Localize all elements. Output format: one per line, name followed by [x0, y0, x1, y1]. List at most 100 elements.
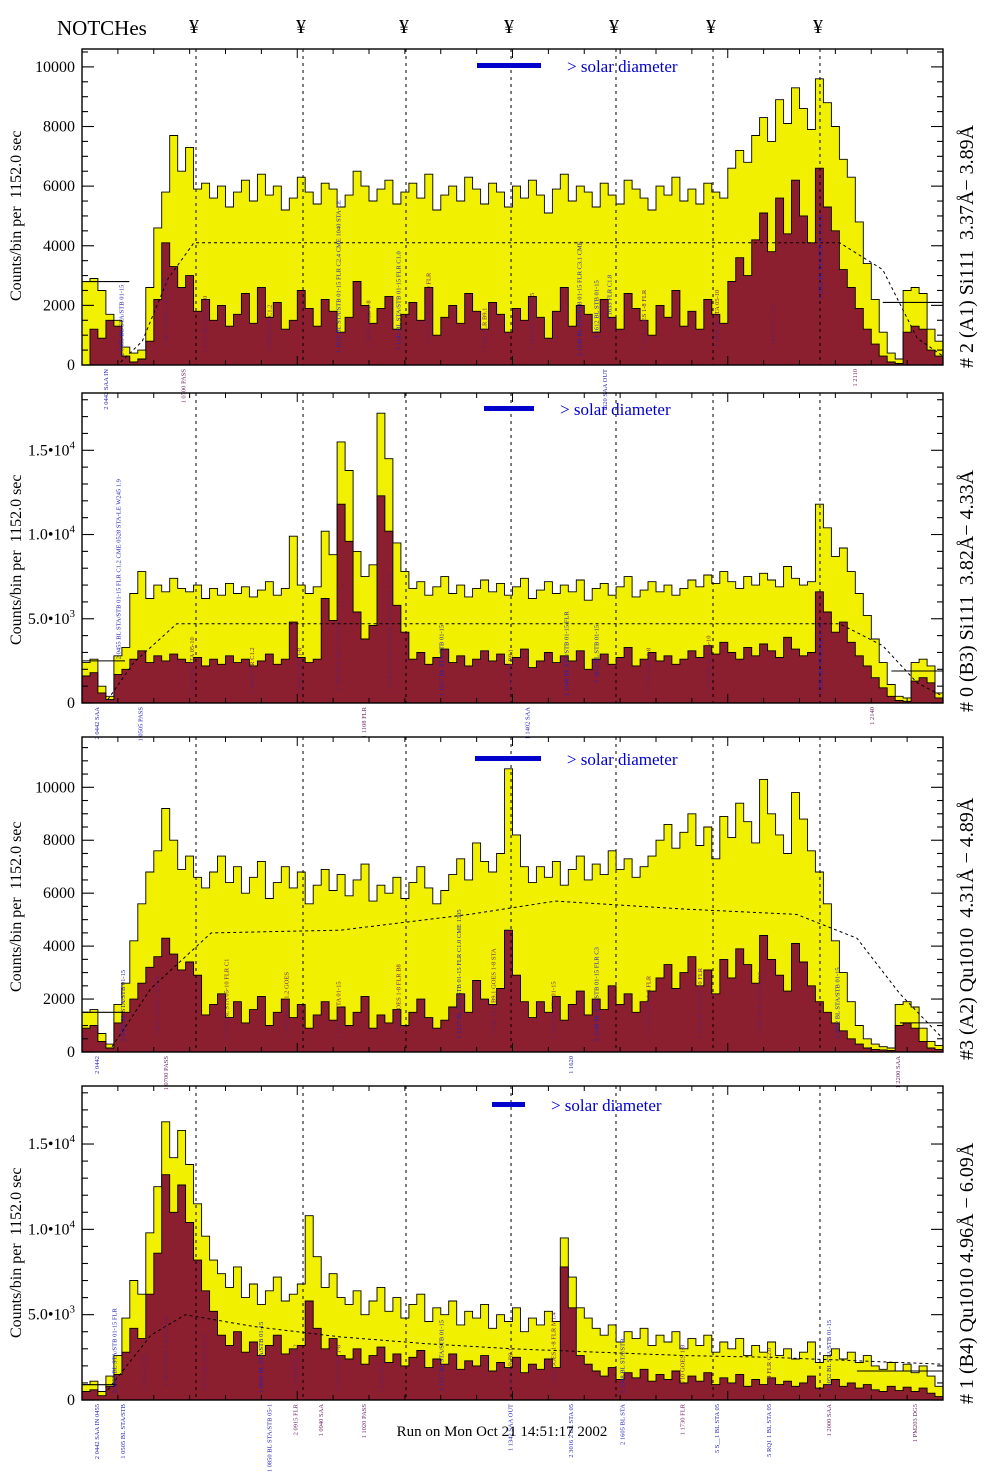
- event-annotation: 2 1830 BL STA 05-10: [714, 290, 721, 347]
- event-annotation: 1 2110: [852, 369, 859, 387]
- event-annotation: 1 0850 BL STA/STB 01-15: [258, 1322, 265, 1393]
- event-annotation: 1 1944 FLR C2.0: [766, 1348, 773, 1394]
- model-curve: [107, 1314, 944, 1391]
- panel-3-y-axis-label: Counts/bin per 1152.0 sec: [8, 821, 25, 993]
- notch-yen-icon: ¥: [296, 16, 307, 38]
- event-annotation: 1 1012 BL STA/STB 01-15 FLR C2.4 CME 104…: [335, 200, 342, 353]
- event-annotation: 1 1710 GOES 1-8 FLR: [641, 289, 648, 350]
- event-annotation: 1 0637 GOES 1-8 FLR: [155, 975, 162, 1036]
- event-annotation: 1 0700 PASS: [163, 1056, 170, 1091]
- y-tick-label: 1.0•104: [28, 1218, 76, 1238]
- event-annotation: 1 1108 FLR M2.0 GOES 1-8 STA/STB 01-15: [387, 573, 394, 693]
- model-curve: [107, 623, 944, 700]
- notch-yen-icon: ¥: [608, 16, 619, 38]
- event-annotation: 1 1058 GOES 1-8: [365, 300, 372, 347]
- y-tick-label: 2000: [43, 991, 75, 1008]
- event-annotation: 1 0712 BL STA 05-10 FLR C1: [223, 959, 230, 1039]
- model-curve: [120, 242, 944, 363]
- y-tick-label: 6000: [43, 178, 75, 195]
- event-annotation: 2 0442 SAA IN: [103, 369, 110, 410]
- event-annotation: 1 1342 FLR B9.1: [508, 649, 515, 695]
- panel-4-y-axis-label: Counts/bin per 1152.0 sec: [8, 1167, 25, 1339]
- event-annotation: 2 0850 FLR C1.2: [249, 647, 256, 693]
- event-annotation: 1 0505 PASS: [137, 707, 144, 742]
- event-annotation: 1 1612 BL STB 01-15: [594, 625, 601, 683]
- y-tick-label: 8000: [43, 119, 75, 136]
- event-annotation: 5 S__1 BL STA 05: [714, 1404, 721, 1453]
- notch-yen-icon: ¥: [706, 16, 717, 38]
- y-tick-label: 0: [67, 1044, 75, 1061]
- event-annotation: 1 1944 FLR C2.0: [770, 305, 777, 351]
- event-annotation: 1 1430 GOES 1-8 FLR M1.4: [551, 1312, 558, 1389]
- event-annotation: 1 1217 BL STA/STB 01-15: [439, 625, 446, 696]
- event-annotation: 2 0442 SAA IN 0455: [94, 1404, 101, 1459]
- event-annotation: 1 1005 FLR M1.2 GOES 1-8 STA/STB: [335, 588, 342, 692]
- event-annotation: 1 1620: [568, 1056, 575, 1074]
- event-annotation: 2 0850 FLR C1.2 GOES: [284, 972, 291, 1036]
- legend-label: > solar diameter: [560, 400, 671, 419]
- event-annotation: 1 1342 FLR B9.1: [508, 1348, 515, 1394]
- panel-3-legend: > solar diameter: [474, 750, 678, 769]
- event-annotation: 1 2052 BL STA/STB 01-15: [818, 623, 825, 694]
- event-annotation: 2 0455 BL STA/STB 01-15 FLR C1.2 CME 052…: [116, 479, 123, 659]
- y-tick-label: 4000: [43, 238, 75, 255]
- panel-3-right-label: #3 (A2) Qu1010 4.31Å − 4.89Å: [956, 797, 978, 1060]
- histogram-background: [81, 1174, 944, 1401]
- event-annotation: 1 2052 BL STA/STB 01-15: [835, 967, 842, 1038]
- panel-1-right-label: # 2 (A1) Si111 3.37Å− 3.89Å: [956, 124, 978, 368]
- panel-plot-4: 0 5.0•103 1.0•104 1.5•104 2 0455 BL STA/STB …: [28, 1085, 944, 1472]
- event-annotation: 2 1830 BL STA 05-10: [706, 636, 713, 693]
- event-annotation: 1 2052 BL STA/STB 01-15: [826, 1320, 833, 1391]
- event-annotation: 1 1217 BL STA/STB 01-15 FLR C1.0 CME 130…: [456, 909, 463, 1038]
- run-timestamp: Run on Mon Oct 21 14:51:17 2002: [396, 1424, 608, 1440]
- legend-label: > solar diameter: [550, 1096, 662, 1115]
- event-annotation: 1 0505 BL STA/STB: [120, 1403, 127, 1458]
- event-annotation: 2 3016 2 BL STA 05: [568, 1404, 575, 1458]
- y-tick-label: 0: [67, 357, 75, 374]
- y-tick-label: 1.0•104: [28, 524, 76, 544]
- y-tick-label: 5.0•103: [28, 608, 76, 628]
- model-curve: [111, 900, 944, 1047]
- event-annotation: 1 1342 FLR B9.1: [482, 308, 489, 354]
- event-annotation: 1 0712 BL STA 05-10: [202, 1334, 209, 1391]
- panel-1-legend: > solar diameter: [477, 57, 678, 76]
- event-annotation: 1 2052 BL STA/STB 01-15 FLR: [818, 214, 825, 300]
- panel-2-right-label: # 0 (B3) Si111 3.82Å− 4.33Å: [956, 469, 978, 712]
- event-annotation: 1 1108 FLR C2.1: [378, 1348, 385, 1393]
- event-annotation: 2 0850 FLR C1.2: [266, 305, 273, 351]
- histogram-background: [82, 167, 944, 366]
- panel-plot-3: 0 2000 4000 6000 8000 10000 2 0455 BL STA/STB …: [35, 736, 944, 1091]
- event-annotation: 1 0700 PASS: [180, 369, 187, 404]
- event-annotation: 1 0637 GOES 1-8 FLR B8: [163, 278, 170, 348]
- event-annotation: 1 1217 BL STA/STB 01-15: [439, 1320, 446, 1391]
- event-annotation: 2 1605 BL STA: [619, 1404, 626, 1445]
- solar-diameter-bar-icon: [474, 756, 541, 761]
- event-annotation: 1 1710 GOES 1-8: [645, 648, 652, 695]
- event-annotation: 2 1830 BL STA 05-10 FLR: [697, 967, 704, 1039]
- solar-diameter-bar-icon: [492, 1102, 525, 1107]
- notch-yen-icon: ¥: [504, 16, 515, 38]
- solar-diameter-bar-icon: [484, 406, 535, 411]
- event-annotation: 1 PM203 DG5: [912, 1404, 919, 1442]
- event-annotation: 1 1141 BL STA/STB 01-15 FLR C1.0: [396, 251, 403, 350]
- panel-4-legend: > solar diameter: [492, 1096, 662, 1115]
- event-annotation: 1 0940 GOES 1-8: [297, 648, 304, 695]
- y-tick-label: 5.0•103: [28, 1304, 76, 1324]
- y-tick-label: 2000: [43, 297, 75, 314]
- event-annotation: 1 2140: [869, 707, 876, 725]
- event-annotation: 1 1633 FLR C1.8: [607, 275, 614, 321]
- notch-yen-icon: ¥: [398, 16, 409, 38]
- event-annotation: 1 1730 FLR: [680, 1403, 687, 1435]
- event-annotation: 1 0712 BL STA 05-10: [189, 637, 196, 694]
- notch-yen-icon: ¥: [812, 16, 823, 38]
- panel-plot-2: 0 5.0•103 1.0•104 1.5•104 2 0455 BL STA/STB …: [28, 392, 944, 742]
- event-annotation: 1 1020 PASS: [361, 1404, 368, 1439]
- event-annotation: 2 0455 BL STA/STB 01-15: [118, 285, 125, 356]
- event-annotation: 2 1548 BL STA/STB 01-15 FLR: [564, 611, 571, 697]
- legend-label: > solar diameter: [566, 57, 678, 76]
- event-annotation: 1 1455 BL STA 01-15: [529, 293, 536, 350]
- legend-label: > solar diameter: [566, 750, 678, 769]
- histogram-background: [81, 929, 944, 1053]
- panel-2-y-axis-label: Counts/bin per 1152.0 sec: [8, 474, 25, 646]
